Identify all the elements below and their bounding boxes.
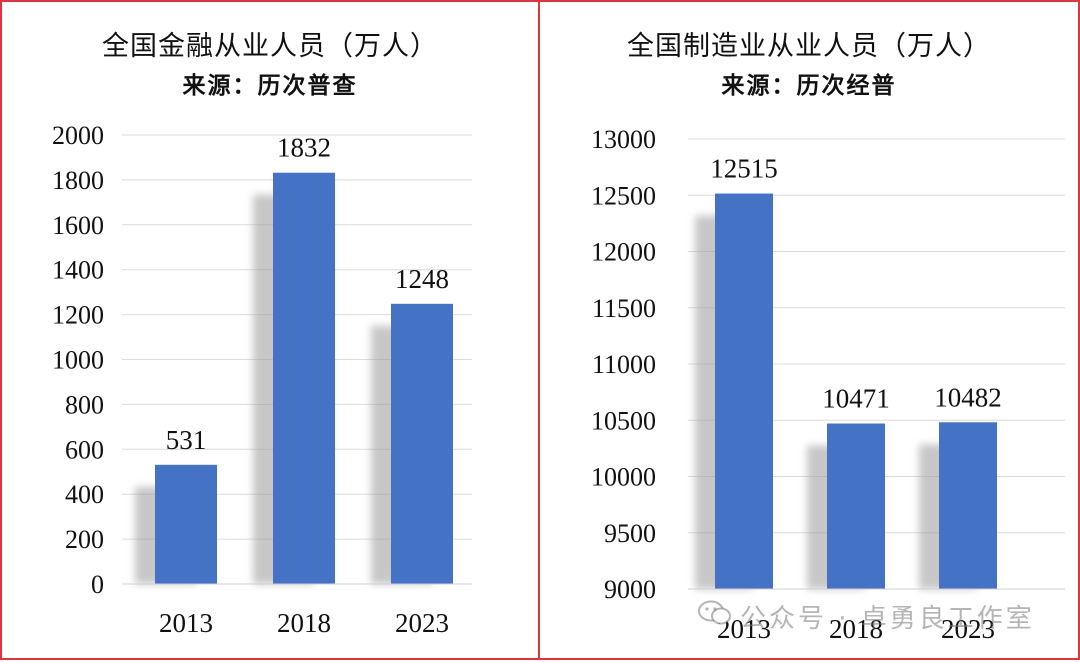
y-tick-label: 1200	[52, 301, 104, 330]
chart-title: 全国制造业从业人员（万人）	[627, 31, 991, 62]
x-tick-label: 2023	[395, 608, 449, 638]
data-label: 1832	[277, 133, 331, 163]
y-tick-label: 13000	[591, 125, 656, 154]
data-label: 10471	[822, 384, 890, 414]
chart-subtitle: 来源：历次经普	[721, 73, 897, 99]
chart-panel-financial: 全国金融从业人员（万人） 来源：历次普查 0 200 400 600 800 1000 12…	[0, 0, 540, 660]
y-tick-label: 1600	[52, 211, 104, 240]
y-tick-label: 1000	[52, 346, 104, 375]
y-tick-label: 200	[65, 525, 104, 554]
y-tick-label: 9000	[604, 575, 656, 604]
bar	[155, 464, 217, 584]
y-tick-label: 11500	[592, 294, 656, 323]
y-tick-label: 9500	[604, 519, 656, 548]
y-tick-label: 11000	[592, 350, 656, 379]
x-tick-label: 2013	[159, 608, 213, 638]
y-tick-label: 2000	[52, 121, 104, 150]
y-tick-label: 10000	[591, 463, 656, 492]
x-tick-label: 2023	[941, 614, 995, 644]
y-tick-label: 1400	[52, 256, 104, 285]
bar	[827, 423, 885, 589]
watermark-text: 公众号 · 卓勇良工作室	[740, 604, 1035, 634]
y-tick-label: 600	[65, 435, 104, 464]
chart-subtitle: 来源：历次普查	[182, 73, 358, 99]
bar	[939, 422, 997, 589]
y-tick-label: 0	[91, 570, 104, 599]
data-label: 10482	[934, 382, 1002, 412]
y-tick-label: 800	[65, 390, 104, 419]
chart-panel-manufacturing: 全国制造业从业人员（万人） 来源：历次经普 9000 9500 10000 10500…	[538, 0, 1080, 660]
y-tick-label: 10500	[591, 406, 656, 435]
wechat-icon	[698, 600, 731, 625]
y-tick-label: 1800	[52, 166, 104, 195]
y-tick-label: 12500	[591, 181, 656, 210]
y-tick-label: 400	[65, 480, 104, 509]
bar	[391, 303, 453, 584]
bar	[273, 172, 335, 584]
x-tick-label: 2018	[277, 608, 331, 638]
data-label: 1248	[395, 264, 449, 294]
y-tick-label: 12000	[591, 238, 656, 267]
chart-title: 全国金融从业人员（万人）	[102, 31, 438, 62]
data-label: 12515	[710, 154, 778, 184]
x-tick-label: 2018	[829, 614, 883, 644]
bar-chart-financial: 0 200 400 600 800 1000 1200 1400 1600 1800 2000 531…	[52, 121, 472, 638]
data-label: 531	[166, 425, 207, 455]
bar	[715, 193, 773, 589]
bar-chart-manufacturing: 9000 9500 10000 10500 11000 11500 12000 12500 13…	[591, 125, 1065, 644]
